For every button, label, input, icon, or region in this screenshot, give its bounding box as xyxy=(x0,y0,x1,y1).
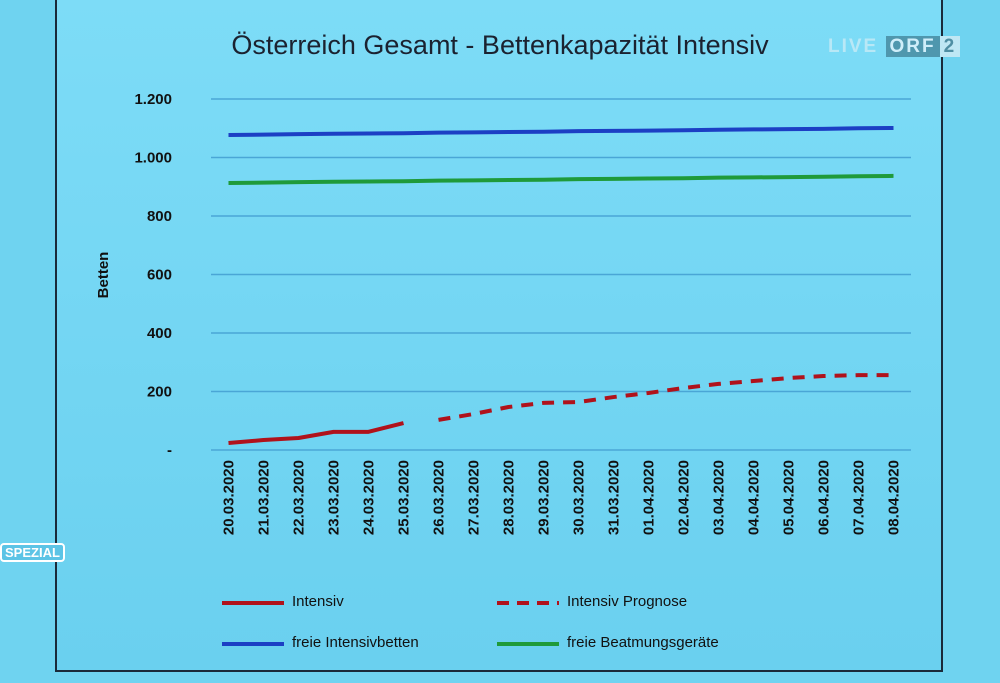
x-tick-label: 05.04.2020 xyxy=(781,460,798,535)
legend-swatch xyxy=(222,642,284,646)
legend-label: freie Beatmungsgeräte xyxy=(567,634,719,651)
series-line-intensiv xyxy=(228,421,404,445)
legend-swatch xyxy=(497,601,559,605)
chart-title: Österreich Gesamt - Bettenkapazität Inte… xyxy=(231,30,769,60)
x-tick-label: 08.04.2020 xyxy=(886,460,903,535)
x-tick-label: 21.03.2020 xyxy=(256,460,273,535)
x-tick-label: 23.03.2020 xyxy=(326,460,343,535)
live-label: LIVE xyxy=(828,36,879,57)
y-tick-label: 1.000 xyxy=(134,150,172,167)
channel-number: 2 xyxy=(939,36,961,57)
y-tick-label: 200 xyxy=(147,384,172,401)
chart-frame xyxy=(55,0,943,672)
y-tick-label: - xyxy=(167,442,172,459)
legend-swatch xyxy=(497,642,559,646)
y-tick-label: 800 xyxy=(147,208,172,225)
x-tick-label: 20.03.2020 xyxy=(221,460,238,535)
legend-swatch xyxy=(222,601,284,605)
x-tick-label: 31.03.2020 xyxy=(606,460,623,535)
channel-logo: LIVE ORF 2 xyxy=(828,36,961,58)
x-tick-label: 30.03.2020 xyxy=(571,460,588,535)
legend-label: Intensiv Prognose xyxy=(567,593,688,610)
x-tick-label: 28.03.2020 xyxy=(501,460,518,535)
series-line-freie-intensivbetten xyxy=(228,125,894,137)
y-tick-label: 600 xyxy=(147,267,172,284)
legend-label: freie Intensivbetten xyxy=(292,634,419,651)
series-line-freie-beatmungsgeräte xyxy=(228,173,894,185)
y-tick-label: 400 xyxy=(147,325,172,342)
spezial-badge: SPEZIAL xyxy=(0,543,65,562)
orf-label: ORF xyxy=(885,36,940,57)
x-tick-label: 26.03.2020 xyxy=(431,460,448,535)
x-tick-label: 24.03.2020 xyxy=(361,460,378,535)
x-tick-label: 01.04.2020 xyxy=(641,460,658,535)
x-tick-label: 22.03.2020 xyxy=(291,460,308,535)
x-tick-label: 04.04.2020 xyxy=(746,460,763,535)
series-line-intensiv-prognose xyxy=(438,373,894,422)
x-tick-label: 29.03.2020 xyxy=(536,460,553,535)
x-tick-label: 07.04.2020 xyxy=(851,460,868,535)
legend-label: Intensiv xyxy=(292,593,344,610)
x-tick-label: 27.03.2020 xyxy=(466,460,483,535)
x-tick-label: 25.03.2020 xyxy=(396,460,413,535)
y-axis-label: Betten xyxy=(95,252,112,299)
y-tick-label: 1.200 xyxy=(134,91,172,108)
x-tick-label: 03.04.2020 xyxy=(711,460,728,535)
x-tick-label: 06.04.2020 xyxy=(816,460,833,535)
x-tick-label: 02.04.2020 xyxy=(676,460,693,535)
